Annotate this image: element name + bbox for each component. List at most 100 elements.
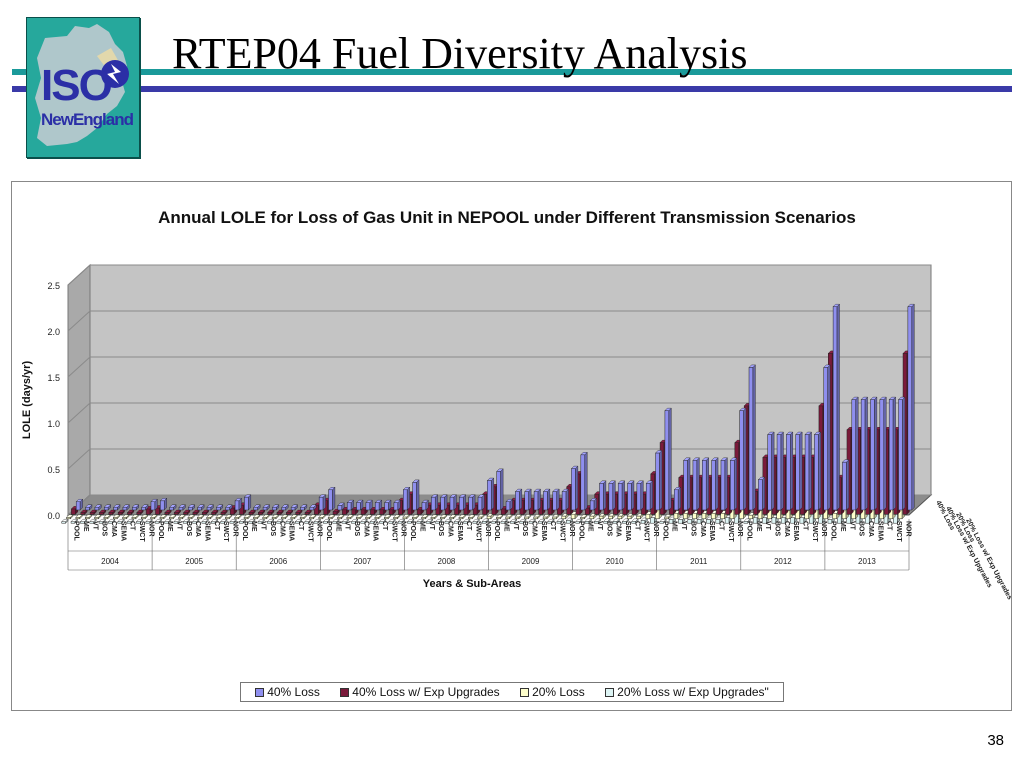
bar-side: [818, 431, 822, 511]
bar: [295, 512, 300, 515]
bar: [178, 506, 184, 511]
bar-top: [500, 519, 508, 522]
x-year-label: 2008: [438, 557, 456, 566]
bar: [80, 512, 85, 515]
bar-top: [253, 504, 261, 508]
bar-top: [173, 519, 181, 522]
x-subarea-label: CMA: [278, 521, 285, 537]
bar: [99, 512, 104, 515]
bar-top: [617, 480, 626, 484]
bar-top: [163, 519, 172, 522]
bar-top: [636, 480, 644, 484]
bar-top: [327, 514, 336, 518]
bar-top: [206, 514, 214, 518]
x-subarea-label: ME: [671, 521, 678, 532]
x-subarea-label: NOR: [820, 521, 827, 537]
bar-top: [463, 519, 471, 522]
x-subarea-label: ME: [334, 521, 341, 532]
bar: [178, 517, 183, 520]
bar-top: [767, 431, 775, 435]
bar-top: [346, 499, 355, 503]
bar: [730, 460, 735, 511]
bar-side: [706, 457, 709, 511]
bar: [173, 512, 179, 515]
bar-top: [537, 519, 546, 522]
bar: [383, 517, 389, 520]
bar-top: [528, 519, 536, 522]
bar-top: [378, 519, 387, 522]
bar: [487, 480, 492, 511]
bar-side: [603, 480, 607, 511]
bar: [94, 517, 99, 520]
x-subarea-label: VT: [175, 521, 182, 531]
x-subarea-label: SEMA: [792, 521, 799, 541]
bar: [720, 513, 725, 520]
bar-top: [192, 519, 200, 522]
bar: [206, 506, 212, 511]
bar-top: [547, 519, 555, 522]
bar-top: [89, 519, 97, 522]
legend-label: 20% Loss: [532, 685, 585, 699]
bar-top: [477, 494, 485, 498]
bar: [589, 500, 595, 511]
bar: [234, 517, 239, 520]
bar: [370, 509, 375, 515]
x-year-label: 2009: [522, 557, 540, 566]
bar: [258, 512, 263, 515]
bar-top: [234, 498, 242, 501]
bar-top: [440, 494, 448, 498]
bar: [206, 517, 211, 520]
bar-top: [898, 396, 906, 400]
bar-top: [434, 519, 443, 522]
bar: [197, 506, 202, 511]
bar-side: [491, 477, 494, 511]
bar: [879, 399, 885, 511]
bar: [468, 496, 473, 511]
bar: [496, 517, 501, 520]
bar-top: [589, 498, 598, 501]
bar-top: [197, 504, 205, 508]
x-year-label: 2006: [269, 557, 287, 566]
bar: [617, 483, 623, 511]
x-subarea-label: SWCT: [559, 521, 566, 542]
x-subarea-label: POOL: [325, 521, 332, 542]
x-subarea-label: ME: [418, 521, 425, 532]
bar-top: [215, 504, 224, 508]
bar-side: [762, 476, 765, 511]
bar: [318, 496, 324, 511]
bar-top: [252, 514, 261, 518]
bar: [608, 483, 614, 511]
x-subarea-label: NOR: [316, 521, 323, 537]
header-blue-rule: [12, 86, 1012, 92]
y-gridline: [67, 310, 931, 332]
x-subarea-label: VT: [260, 521, 267, 531]
bar: [449, 496, 455, 511]
bar-top: [561, 488, 570, 492]
bar: [141, 506, 146, 511]
x-subarea-label: CMA: [362, 521, 369, 537]
x-subarea-label: VT: [428, 521, 435, 531]
x-subarea-label: POOL: [493, 521, 500, 542]
x-subarea-label: NOR: [904, 521, 911, 537]
bar: [898, 399, 903, 511]
bar: [636, 515, 641, 520]
bar-top: [365, 499, 373, 503]
bar-top: [182, 519, 191, 522]
bar: [683, 513, 688, 520]
bar-top: [384, 499, 392, 503]
bar-top: [365, 514, 373, 518]
bar: [701, 513, 707, 520]
bar-top: [393, 514, 401, 518]
bar: [403, 489, 408, 511]
bar: [356, 502, 361, 511]
bar-top: [608, 480, 616, 484]
legend-swatch-20-loss-exp: [605, 687, 615, 697]
bar-top: [729, 457, 738, 461]
legend-swatch-20-loss: [520, 687, 530, 697]
bar-top: [248, 519, 256, 522]
x-year-label: 2007: [353, 557, 371, 566]
bar: [477, 516, 482, 520]
bar: [514, 516, 520, 520]
bar: [580, 454, 585, 511]
bar-top: [141, 504, 149, 508]
